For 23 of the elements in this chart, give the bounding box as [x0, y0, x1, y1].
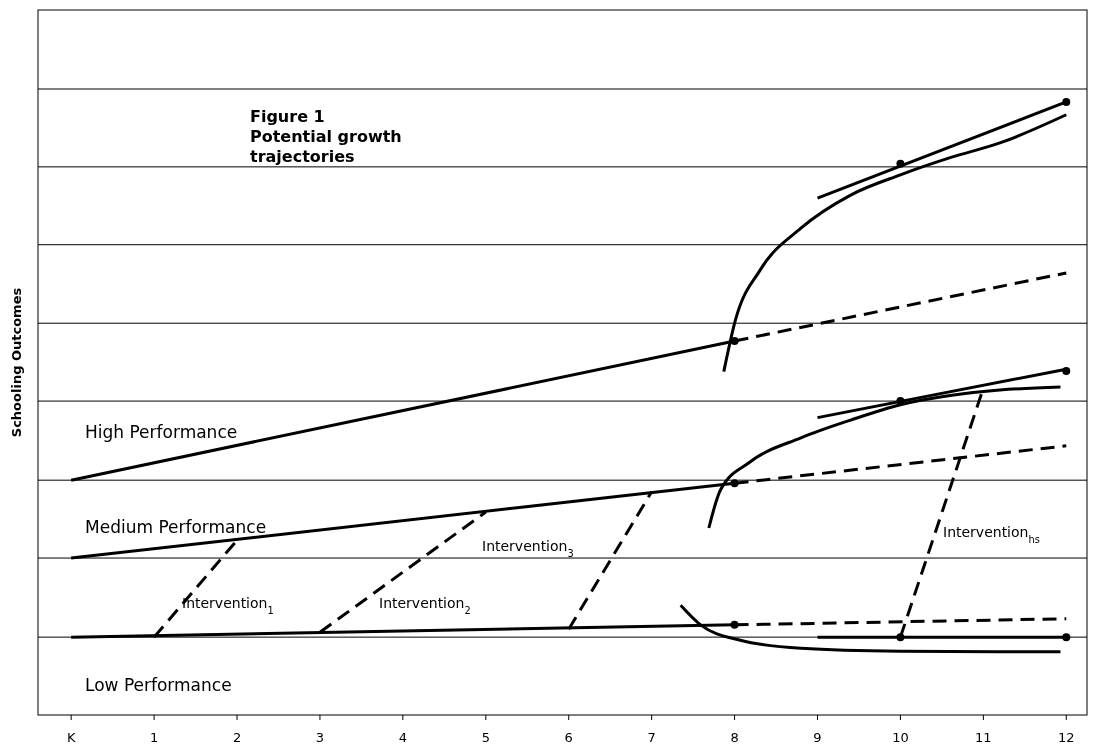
- x-tick-label: 10: [892, 730, 909, 745]
- annotation: Medium Performance: [85, 517, 267, 537]
- x-tick-label: 4: [398, 730, 408, 745]
- x-tick-label: 11: [975, 730, 992, 745]
- x-tick-label: 1: [149, 730, 159, 745]
- x-tick-label: 12: [1058, 730, 1075, 745]
- x-tick-label: 8: [730, 730, 739, 745]
- annotation: Intervention$_{1}$: [182, 595, 274, 616]
- annotation: Intervention$_{2}$: [379, 595, 471, 616]
- annotation: High Performance: [85, 422, 238, 442]
- annotation: Intervention$_{3}$: [482, 538, 574, 559]
- annotation: Intervention$_{hs}$: [943, 524, 1040, 545]
- text: Potential growth trajectories: [250, 127, 402, 166]
- x-tick-label: 9: [813, 730, 822, 745]
- x-tick-label: 5: [481, 730, 490, 745]
- chart-title: Figure 1: [250, 107, 325, 126]
- x-tick-label: 2: [232, 730, 242, 745]
- x-tick-label: 7: [647, 730, 656, 745]
- annotation: Low Performance: [85, 675, 232, 695]
- x-tick-label: 6: [564, 730, 573, 745]
- y-axis-title: Schooling Outcomes: [9, 287, 24, 438]
- x-tick-label: 3: [315, 730, 325, 745]
- x-tick-label: K: [66, 730, 76, 745]
